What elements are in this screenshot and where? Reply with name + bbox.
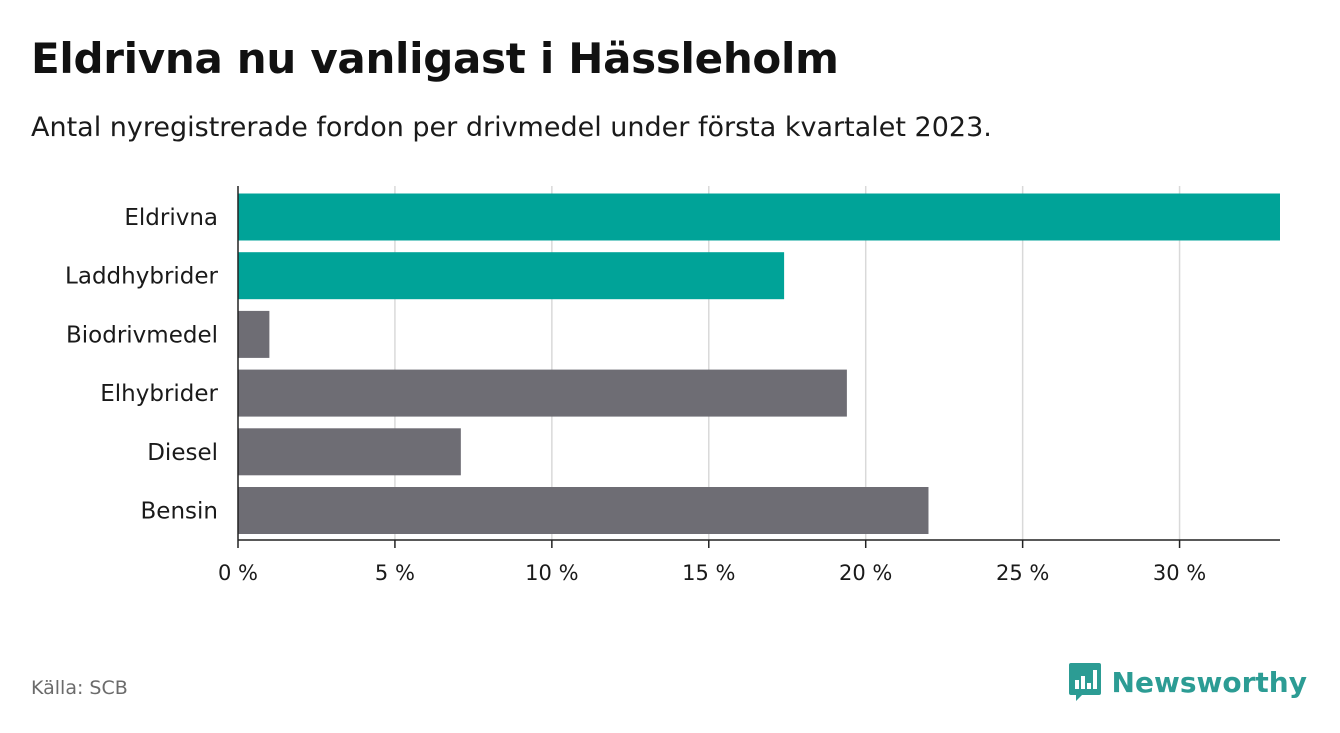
x-tick-label: 15 % <box>682 561 735 585</box>
bar-biodrivmedel <box>238 310 270 358</box>
chart-title: Eldrivna nu vanligast i Hässleholm <box>31 34 839 83</box>
brand-logo-block[interactable]: Newsworthy <box>1068 662 1307 702</box>
bar-bensin <box>238 487 929 534</box>
bar-diesel <box>238 428 461 476</box>
x-tick-label: 0 % <box>218 561 258 585</box>
grid-lines <box>394 186 1181 540</box>
bar-elhybrider <box>238 369 847 417</box>
category-label: Elhybrider <box>100 381 218 407</box>
source-note: Källa: SCB <box>31 677 128 699</box>
x-tick-label: 25 % <box>996 561 1049 585</box>
bar-eldrivna <box>238 193 1280 241</box>
chart-subtitle: Antal nyregistrerade fordon per drivmede… <box>31 112 992 143</box>
x-tick-label: 10 % <box>525 561 578 585</box>
category-label: Eldrivna <box>124 205 218 231</box>
x-axis: 0 % 5 % 10 % 15 % 20 % 25 % 30 % <box>218 186 1280 585</box>
x-tick-label: 5 % <box>375 561 415 585</box>
category-label: Diesel <box>147 440 218 466</box>
category-labels: Eldrivna Laddhybrider Biodrivmedel Elhybrid… <box>65 205 218 525</box>
brand-name: Newsworthy <box>1111 665 1307 699</box>
bar-chart: Eldrivna Laddhybrider Biodrivmedel Elhybrid… <box>65 186 1280 585</box>
category-label: Biodrivmedel <box>66 322 218 348</box>
x-tick-label: 30 % <box>1153 561 1206 585</box>
category-label: Laddhybrider <box>65 264 218 290</box>
x-tick-label: 20 % <box>839 561 892 585</box>
bar-laddhybrider <box>238 252 785 300</box>
category-label: Bensin <box>141 499 218 525</box>
bars <box>238 193 1280 534</box>
newsworthy-logo-icon <box>1068 663 1101 701</box>
